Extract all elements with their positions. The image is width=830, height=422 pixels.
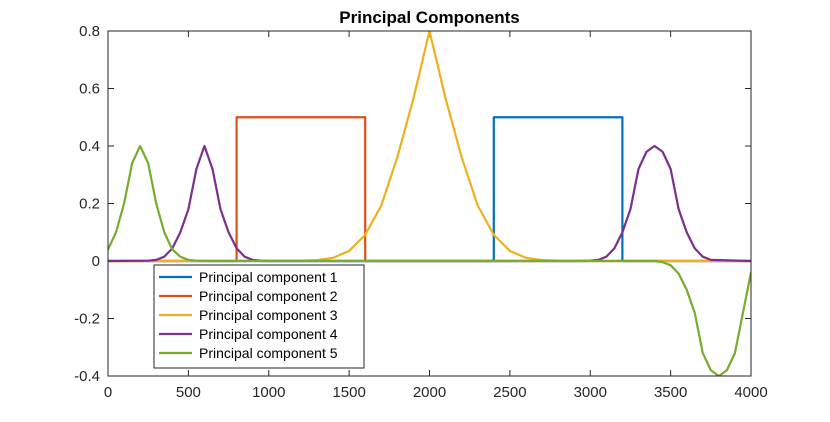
series-group [108, 31, 751, 376]
series-line-3 [108, 31, 751, 263]
x-tick-label: 2000 [413, 384, 446, 401]
x-tick-label: 2500 [493, 384, 526, 401]
x-tick-label: 1000 [252, 384, 285, 401]
x-tick-label: 3000 [574, 384, 607, 401]
legend-box [153, 264, 365, 369]
x-tick-label: 1500 [332, 384, 365, 401]
x-tick-label: 4000 [734, 384, 767, 401]
y-tick-label: 0 [92, 253, 100, 270]
chart-title: Principal Components [339, 8, 519, 27]
legend-label-3: Principal component 3 [199, 307, 338, 323]
series-line-5 [108, 144, 751, 376]
y-tick-label: 0.4 [79, 138, 100, 155]
y-tick-label: 0.8 [79, 23, 100, 40]
legend-label-4: Principal component 4 [199, 326, 338, 342]
legend-label-5: Principal component 5 [199, 345, 338, 361]
x-tick-labels: 0 500 1000 1500 2000 2500 3000 3500 4000 [104, 384, 768, 401]
y-tick-label: 0.2 [79, 196, 100, 213]
y-tick-label: -0.4 [74, 368, 100, 385]
x-tick-label: 3500 [654, 384, 687, 401]
legend-label-1: Principal component 1 [199, 269, 338, 285]
y-tick-labels: -0.4 -0.2 0 0.2 0.4 0.6 0.8 [74, 23, 100, 385]
y-tick-label: -0.2 [74, 311, 100, 328]
x-tick-label: 500 [176, 384, 201, 401]
axes-box [107, 30, 752, 377]
x-tick-label: 0 [104, 384, 112, 401]
legend-label-2: Principal component 2 [199, 288, 338, 304]
legend: Principal component 1 Principal component… [153, 264, 365, 369]
y-tick-label: 0.6 [79, 81, 100, 98]
